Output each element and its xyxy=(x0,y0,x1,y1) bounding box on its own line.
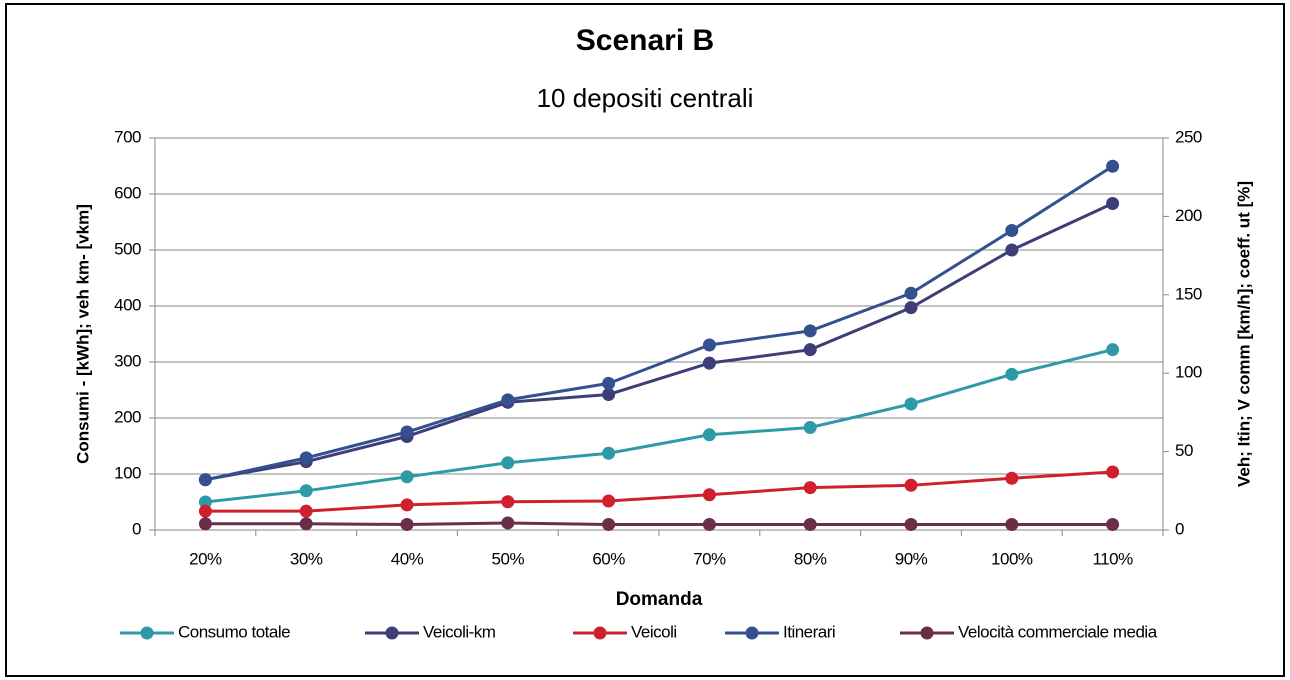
x-tick-label: 80% xyxy=(794,549,827,568)
y-tick-label: 300 xyxy=(114,351,141,370)
y-tick-label: 500 xyxy=(114,239,141,258)
data-point xyxy=(1106,465,1120,479)
legend-marker xyxy=(593,626,607,640)
x-tick-label: 50% xyxy=(492,549,525,568)
x-tick-label: 30% xyxy=(290,549,323,568)
data-point xyxy=(1005,224,1019,238)
data-point xyxy=(602,494,616,508)
data-point xyxy=(803,481,817,495)
data-point xyxy=(299,484,313,498)
data-point xyxy=(1005,243,1019,257)
data-point xyxy=(1106,518,1120,532)
data-point xyxy=(702,356,716,370)
y-tick-label: 700 xyxy=(114,127,141,146)
data-point xyxy=(602,446,616,460)
data-point xyxy=(1005,471,1019,485)
data-point xyxy=(904,301,918,315)
y-tick-label: 400 xyxy=(114,295,141,314)
x-axis-label: Domanda xyxy=(616,589,703,610)
legend-label: Veicoli xyxy=(631,622,677,641)
y2-tick-label: 200 xyxy=(1175,206,1202,225)
data-point xyxy=(803,518,817,532)
data-point xyxy=(400,470,414,484)
series-line xyxy=(205,348,1113,504)
x-tick-label: 60% xyxy=(592,549,625,568)
y2-tick-label: 100 xyxy=(1175,363,1202,382)
data-point xyxy=(1106,159,1120,173)
series-line xyxy=(205,164,1114,482)
y2-tick-label: 50 xyxy=(1175,441,1193,460)
series-line xyxy=(205,521,1113,527)
x-tick-label: 70% xyxy=(693,549,726,568)
data-point xyxy=(803,421,817,435)
data-point xyxy=(501,393,515,407)
data-point xyxy=(299,451,313,465)
data-point xyxy=(1106,343,1120,357)
x-tick-label: 90% xyxy=(895,549,928,568)
legend-label: Consumo totale xyxy=(178,622,290,641)
data-point xyxy=(803,324,817,338)
x-tick-label: 110% xyxy=(1092,549,1133,568)
data-point xyxy=(702,488,716,502)
series-line xyxy=(205,470,1113,513)
y2-tick-label: 250 xyxy=(1175,127,1202,146)
data-point xyxy=(1106,197,1120,211)
data-point xyxy=(702,428,716,442)
legend-marker xyxy=(745,626,759,640)
data-point xyxy=(1005,518,1019,532)
legend-marker xyxy=(920,626,934,640)
data-point xyxy=(400,518,414,532)
y-tick-label: 0 xyxy=(132,519,141,538)
data-point xyxy=(803,343,817,357)
chart-frame xyxy=(5,3,1285,677)
data-point xyxy=(904,478,918,492)
chart-title: Scenari B xyxy=(576,24,714,57)
data-point xyxy=(299,517,313,531)
x-tick-label: 20% xyxy=(189,549,222,568)
x-tick-label: 100% xyxy=(991,549,1033,568)
data-point xyxy=(198,473,212,487)
y-tick-label: 600 xyxy=(114,183,141,202)
data-point xyxy=(702,338,716,352)
y2-tick-label: 150 xyxy=(1175,284,1202,303)
data-point xyxy=(299,504,313,518)
legend-marker xyxy=(385,626,399,640)
data-point xyxy=(198,517,212,531)
legend-label: Velocità commerciale media xyxy=(958,622,1158,641)
series-line xyxy=(205,202,1114,482)
data-point xyxy=(602,518,616,532)
data-point xyxy=(198,504,212,518)
data-point xyxy=(702,518,716,532)
data-point xyxy=(602,387,616,401)
y-tick-label: 200 xyxy=(114,407,141,426)
data-point xyxy=(501,495,515,509)
legend-label: Itinerari xyxy=(783,622,835,641)
data-point xyxy=(198,495,212,509)
data-point xyxy=(501,456,515,470)
legend-label: Veicoli-km xyxy=(423,622,496,641)
data-point xyxy=(1005,367,1019,381)
y2-tick-label: 0 xyxy=(1175,519,1184,538)
x-tick-label: 40% xyxy=(391,549,424,568)
data-point xyxy=(602,376,616,390)
chart-subtitle: 10 depositi centrali xyxy=(537,83,754,113)
y-axis-label: Consumi - [kWh]; veh km- [vkm] xyxy=(73,204,92,464)
y2-axis-label: Veh; Itin; V comm [km/h]; coeff. ut [%] xyxy=(1234,181,1253,487)
y-tick-label: 100 xyxy=(114,463,141,482)
data-point xyxy=(501,516,515,530)
data-point xyxy=(904,286,918,300)
data-point xyxy=(904,397,918,411)
legend-marker xyxy=(140,626,154,640)
data-point xyxy=(400,425,414,439)
data-point xyxy=(400,498,414,512)
data-point xyxy=(904,518,918,532)
